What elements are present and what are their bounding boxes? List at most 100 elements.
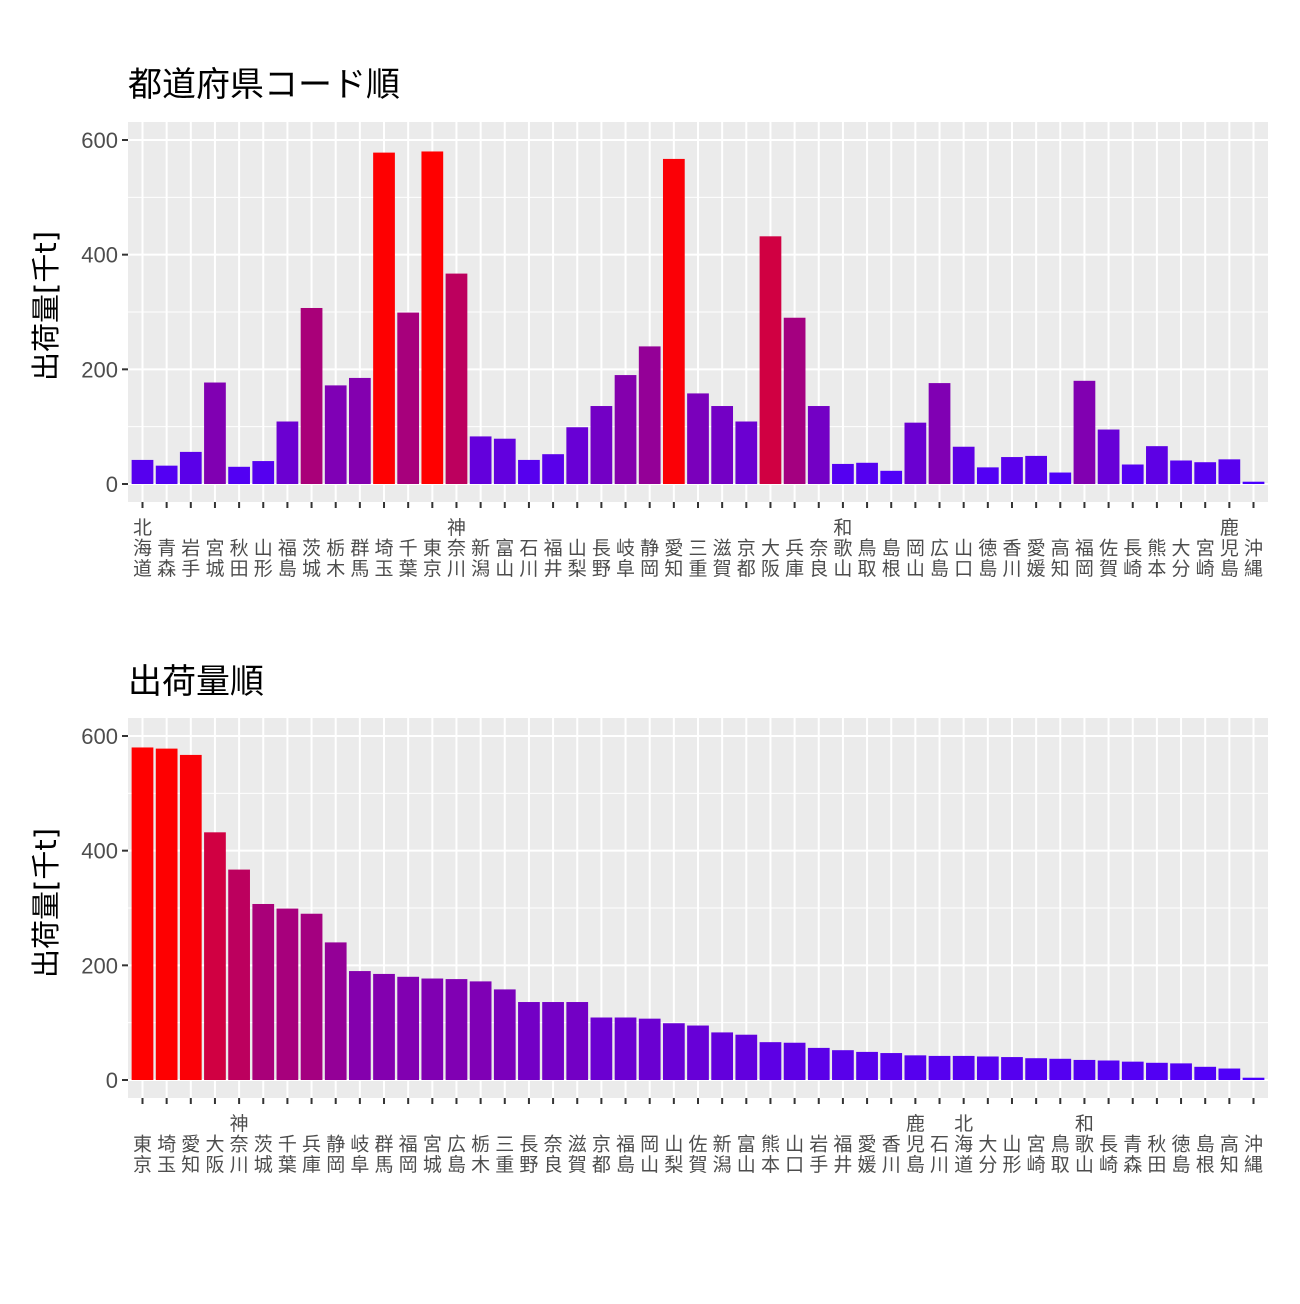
x-tick-char: 佐 [688,1134,707,1156]
x-tick-char: 葉 [278,1154,297,1176]
x-tick-char: 井 [544,558,563,580]
x-tick-label: 群馬 [375,1134,394,1177]
bar [1073,380,1096,484]
y-tick-label: 400 [81,243,118,268]
x-tick-char: 川 [930,1154,949,1176]
x-tick-char: 栃 [326,538,345,560]
x-tick-char: 愛 [181,1134,200,1156]
x-tick-label: 富山 [495,538,514,581]
x-tick-char: 形 [254,558,273,580]
x-tick-label: 徳島 [1172,1134,1191,1177]
x-tick-char: 北 [133,517,152,539]
x-tick-label: 沖縄 [1244,538,1263,581]
x-tick-char: 鹿 [1220,517,1239,539]
x-tick-label: 愛媛 [858,1134,877,1177]
x-tick-char: 重 [495,1154,514,1176]
x-tick-char: 本 [1147,558,1166,580]
x-tick-char: 長 [519,1134,538,1156]
bar [590,406,613,484]
bar [880,1053,903,1080]
x-tick-char: 山 [1002,1134,1021,1156]
x-tick-label: 茨城 [302,538,321,581]
bar [976,467,999,484]
x-tick-char: 広 [447,1134,466,1156]
x-tick-char: 木 [326,558,345,580]
x-tick-char: 賀 [713,558,732,580]
x-tick-char: 千 [399,538,418,560]
x-tick-label: 山口 [954,538,973,581]
x-tick-char: 田 [1147,1154,1166,1176]
x-tick-label: 山梨 [568,538,587,581]
x-tick-char: 福 [399,1134,418,1156]
x-tick-label: 福岡 [1075,538,1094,581]
x-tick-char: 三 [688,538,707,560]
x-tick-label: 千葉 [399,538,418,581]
x-tick-label: 岐阜 [616,538,635,581]
x-tick-char: 宮 [205,538,224,560]
x-tick-char: 宮 [1027,1134,1046,1156]
bar [1001,457,1023,484]
x-tick-char: 川 [519,558,538,580]
bar [566,1002,589,1080]
bar [1194,1066,1217,1080]
bar [469,981,492,1080]
x-tick-char: 静 [640,538,659,560]
y-tick-label: 200 [81,357,118,382]
x-tick-char: 福 [616,1134,635,1156]
x-tick-char: 大 [1172,538,1191,560]
x-tick-label: 奈良 [809,538,828,581]
x-tick-label: 静岡 [640,538,659,581]
x-tick-label: 三重 [688,538,707,581]
x-tick-char: 京 [737,538,756,560]
x-tick-char: 良 [544,1154,563,1176]
x-tick-char: 宮 [423,1134,442,1156]
x-tick-char: 児 [906,1134,925,1156]
x-tick-label: 新潟 [713,1134,732,1177]
x-tick-label: 高知 [1051,538,1070,581]
x-tick-char: 庫 [302,1154,321,1176]
panel-top: 都道府県コード順 出荷量[千t] 0200400600北海道青森岩手宮城秋田山形… [29,65,1268,580]
bar [518,459,540,484]
bar [1097,429,1120,484]
bar [131,747,154,1080]
x-tick-char: 島 [616,1154,635,1176]
bar [952,1055,975,1080]
bar [662,158,685,485]
x-tick-char: 島 [1220,558,1239,580]
x-tick-char: 賀 [1099,558,1118,580]
bar [711,406,734,484]
x-tick-label: 岡山 [906,538,925,581]
bar [1025,1058,1048,1080]
x-tick-char: 縄 [1244,1154,1263,1176]
x-tick-char: 岐 [350,1134,369,1156]
bar [1242,1077,1265,1080]
x-tick-char: 滋 [713,538,732,560]
x-tick-char: 香 [1002,538,1021,560]
x-tick-label: 広島 [447,1134,466,1177]
bar [832,1050,854,1080]
bar [155,465,178,484]
x-tick-char: 長 [592,538,611,560]
x-tick-label: 熊本 [1147,538,1166,581]
x-tick-char: 千 [278,1134,297,1156]
bar [687,1025,709,1080]
bar [904,422,927,484]
x-tick-char: 大 [761,538,780,560]
x-tick-char: 東 [423,538,442,560]
x-tick-char: 良 [809,558,828,580]
x-tick-char: 手 [809,1154,828,1176]
x-tick-label: 神奈川 [230,1113,249,1176]
x-tick-char: 青 [1123,1134,1142,1156]
bar [179,451,202,484]
x-tick-label: 長野 [592,538,611,581]
x-tick-label: 東京 [133,1134,152,1177]
bar [1170,1063,1192,1080]
x-tick-char: 広 [930,538,949,560]
x-tick-char: 長 [1099,1134,1118,1156]
y-tick-label: 0 [106,1068,118,1093]
x-tick-label: 岡山 [640,1134,659,1177]
bar [1025,455,1048,484]
y-tick-label: 600 [81,724,118,749]
bar [445,273,468,484]
bar [590,1017,613,1080]
